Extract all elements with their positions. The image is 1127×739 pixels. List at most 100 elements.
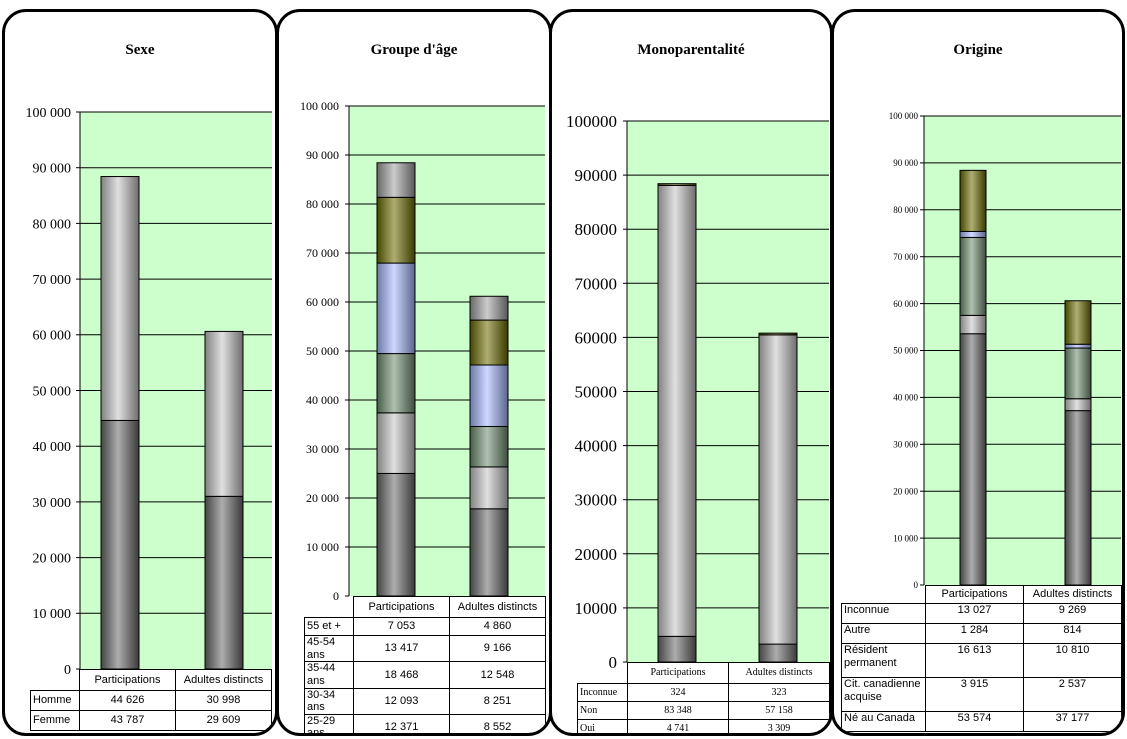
series-label: 30-34 ans — [304, 687, 354, 715]
bar-segment — [1064, 300, 1092, 345]
table-cell-value: 7 053 — [353, 617, 450, 636]
y-tick-label: 10 000 — [893, 533, 918, 543]
series-label: Cit. canadienne acquise — [841, 677, 926, 712]
table-row: Cit. canadienne acquise 3 915 2 537 — [841, 677, 1122, 712]
y-tick-label: 70000 — [575, 274, 618, 293]
table-cell-value: 37 177 — [1023, 711, 1122, 732]
chart-title: Sexe — [125, 42, 155, 58]
y-tick-label: 60 000 — [893, 299, 918, 309]
table-row: Homme 44 626 30 998 — [30, 690, 272, 711]
table-cell-value: 30 998 — [175, 690, 272, 711]
bar-segment — [376, 472, 416, 597]
y-tick-label: 100 000 — [26, 106, 72, 121]
bar-segment — [959, 169, 987, 232]
y-tick-label: 70 000 — [306, 246, 339, 260]
series-label: Né au Canada — [841, 711, 926, 732]
table-column-header: Participations — [627, 662, 729, 684]
series-label: Femme — [30, 710, 80, 731]
table-cell-value: 53 574 — [925, 711, 1024, 732]
series-label: Oui — [577, 719, 628, 733]
bar-segment — [376, 353, 416, 414]
table-row: Inconnue 13 027 9 269 — [841, 603, 1122, 624]
table-corner — [304, 596, 354, 618]
bar-segment — [100, 176, 140, 421]
table-cell-value: 3 309 — [728, 719, 830, 733]
chart-svg: 0 10 000 20 000 30 000 40 000 50 000 60 000 70 … — [300, 99, 545, 603]
table-row: Non 83 348 57 158 — [577, 701, 830, 720]
table-row: Résident permanent 16 613 10 810 — [841, 643, 1122, 678]
table-cell-value: 8 552 — [449, 713, 546, 733]
bar-segment — [959, 333, 987, 586]
y-tick-label: 40 000 — [33, 440, 72, 455]
bar-segment — [1064, 343, 1092, 349]
y-tick-label: 60 000 — [33, 329, 72, 344]
table-cell-value: 12 093 — [353, 687, 450, 715]
table-cell-value: 2 537 — [1023, 677, 1122, 712]
table-cell-value: 8 251 — [449, 687, 546, 715]
bar-segment — [1064, 410, 1092, 586]
y-tick-label: 80 000 — [893, 205, 918, 215]
series-label: Inconnue — [577, 683, 628, 702]
bar-segment — [204, 495, 244, 670]
data-table: Participations Adultes distincts Homme 44 6… — [30, 669, 272, 731]
chart-title: Monoparentalité — [637, 42, 745, 58]
bar-segment — [376, 196, 416, 264]
series-label: Résident permanent — [841, 643, 926, 678]
table-cell-value: 29 609 — [175, 710, 272, 731]
y-tick-label: 30 000 — [306, 442, 339, 456]
table-column-header: Adultes distincts — [175, 669, 272, 691]
y-tick-label: 90000 — [575, 166, 618, 185]
y-tick-label: 40 000 — [893, 393, 918, 403]
table-column-header: Participations — [353, 596, 450, 618]
bar-segment — [657, 183, 697, 186]
bar-segment — [376, 162, 416, 198]
table-column-header: Participations — [925, 585, 1024, 604]
bar-segment — [758, 643, 798, 663]
bar-segment — [1064, 347, 1092, 400]
chart-title: Groupe d'âge — [370, 42, 458, 58]
y-tick-label: 50 000 — [306, 344, 339, 358]
bar-segment — [758, 332, 798, 336]
bar-segment — [376, 412, 416, 474]
y-tick-label: 20 000 — [306, 491, 339, 505]
table-cell-value: 4 860 — [449, 617, 546, 636]
table-cell-value: 12 548 — [449, 661, 546, 689]
y-tick-label: 80000 — [575, 220, 618, 239]
data-table: Participations Adultes distincts Inconnue 1… — [841, 585, 1122, 732]
bar-segment — [469, 319, 509, 366]
table-cell-value: 13 027 — [925, 603, 1024, 624]
table-row: Autre 1 284 814 — [841, 623, 1122, 644]
table-row: 35-44 ans 18 468 12 548 — [304, 661, 546, 689]
chart-svg: 0 10000 20000 30000 40000 50000 60000 70000 8000… — [566, 112, 829, 672]
table-column-header: Adultes distincts — [728, 662, 830, 684]
series-label: Homme — [30, 690, 80, 711]
table-cell-value: 324 — [627, 683, 729, 702]
bar-segment — [376, 262, 416, 355]
table-cell-value: 44 626 — [79, 690, 176, 711]
y-tick-label: 50 000 — [893, 346, 918, 356]
table-row: Inconnue 324 323 — [577, 683, 830, 702]
chart-panel-monoparentalite: 0 10000 20000 30000 40000 50000 60000 70000 8000… — [549, 9, 833, 736]
series-label: 55 et + — [304, 617, 354, 636]
y-tick-label: 0 — [609, 653, 618, 672]
chart-svg: 0 10 000 20 000 30 000 40 000 50 000 60 000 70 … — [889, 111, 1121, 590]
table-cell-value: 18 468 — [353, 661, 450, 689]
y-tick-label: 20 000 — [893, 486, 918, 496]
table-cell-value: 16 613 — [925, 643, 1024, 678]
table-column-header: Adultes distincts — [1023, 585, 1122, 604]
table-cell-value: 323 — [728, 683, 830, 702]
data-table: Participations Adultes distincts Inconnue 3… — [577, 662, 830, 733]
y-tick-label: 90 000 — [306, 148, 339, 162]
y-tick-label: 90 000 — [33, 162, 72, 177]
y-tick-label: 10 000 — [33, 607, 72, 622]
table-column-header: Adultes distincts — [449, 596, 546, 618]
table-cell-value: 10 810 — [1023, 643, 1122, 678]
y-tick-label: 0 — [333, 589, 339, 603]
bar-segment — [469, 466, 509, 510]
table-column-header: Participations — [79, 669, 176, 691]
series-label: Inconnue — [841, 603, 926, 624]
y-tick-label: 100 000 — [300, 99, 339, 113]
table-cell-value: 4 741 — [627, 719, 729, 733]
chart-panel-groupe-age: 0 10 000 20 000 30 000 40 000 50 000 60 000 70 … — [276, 9, 552, 736]
y-tick-label: 10 000 — [306, 540, 339, 554]
